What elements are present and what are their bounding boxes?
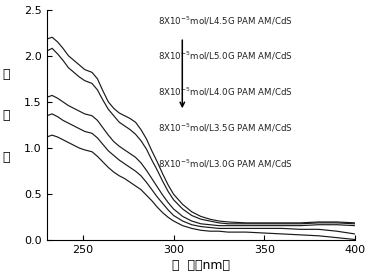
Text: 8X10$^{-5}$mol/L3.5G PAM AM/CdS: 8X10$^{-5}$mol/L3.5G PAM AM/CdS [158, 121, 292, 134]
Text: 8X10$^{-5}$mol/L5.0G PAM AM/CdS: 8X10$^{-5}$mol/L5.0G PAM AM/CdS [158, 50, 292, 62]
Text: 度: 度 [3, 151, 10, 164]
X-axis label: 波  长（nm）: 波 长（nm） [172, 259, 230, 272]
Text: 8X10$^{-5}$mol/L4.0G PAM AM/CdS: 8X10$^{-5}$mol/L4.0G PAM AM/CdS [158, 86, 292, 98]
Text: 吸: 吸 [3, 68, 10, 81]
Text: 光: 光 [3, 109, 10, 122]
Text: 8X10$^{-5}$mol/L3.0G PAM AM/CdS: 8X10$^{-5}$mol/L3.0G PAM AM/CdS [158, 157, 292, 170]
Text: 8X10$^{-5}$mol/L4.5G PAM AM/CdS: 8X10$^{-5}$mol/L4.5G PAM AM/CdS [158, 14, 292, 27]
